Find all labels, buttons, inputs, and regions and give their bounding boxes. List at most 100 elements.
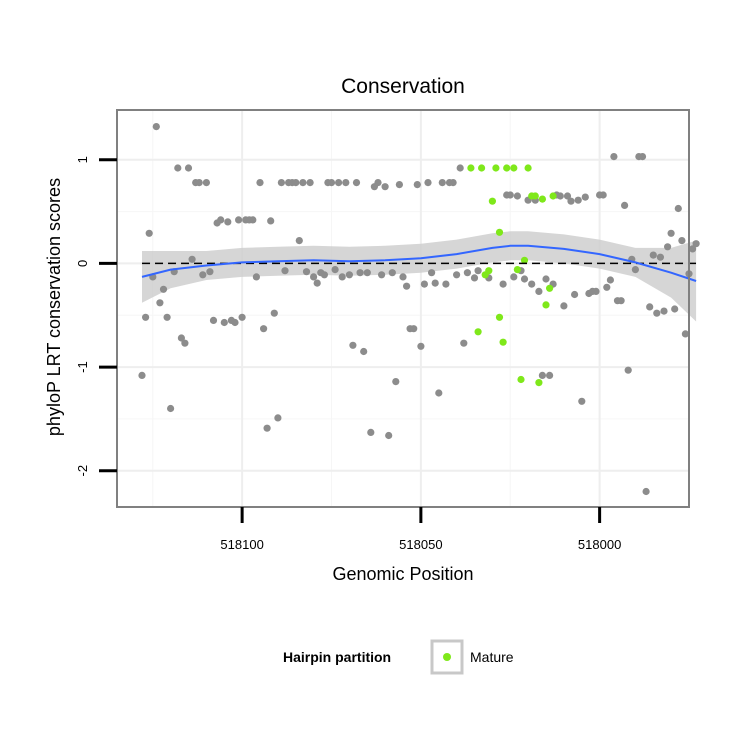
- chart-title: Conservation: [341, 75, 465, 98]
- data-point: [674, 204, 682, 213]
- smooth-confidence-band: [142, 231, 697, 322]
- data-point-mature: [524, 164, 532, 172]
- data-point: [520, 275, 529, 283]
- data-point: [653, 309, 661, 317]
- data-point: [646, 303, 654, 311]
- data-point: [567, 197, 575, 205]
- data-point: [678, 237, 686, 245]
- data-point: [320, 271, 328, 279]
- data-point-mature: [538, 195, 547, 203]
- data-point: [159, 285, 168, 293]
- data-point: [331, 266, 339, 274]
- x-tick-label: 518000: [578, 537, 621, 552]
- data-point: [631, 266, 640, 274]
- data-point: [167, 404, 175, 413]
- data-point: [463, 269, 471, 277]
- data-point: [563, 192, 572, 200]
- data-point: [299, 179, 307, 187]
- data-point: [499, 280, 507, 288]
- data-point-mature: [478, 164, 486, 172]
- data-point: [689, 245, 697, 253]
- data-point-mature: [485, 267, 493, 275]
- legend-symbol-mature: [443, 653, 451, 661]
- data-point: [428, 269, 436, 277]
- data-point: [603, 283, 611, 291]
- data-point: [156, 299, 164, 307]
- data-point: [592, 287, 600, 295]
- data-point: [281, 267, 289, 275]
- data-point: [174, 164, 182, 172]
- data-point-mature: [474, 328, 482, 336]
- data-point: [252, 273, 260, 281]
- data-point: [292, 179, 300, 187]
- data-point: [574, 196, 582, 204]
- data-point: [356, 269, 364, 277]
- data-point: [470, 274, 479, 282]
- data-point: [217, 216, 225, 224]
- data-point: [249, 216, 257, 224]
- data-point: [360, 347, 368, 356]
- x-tick-label: 518050: [399, 537, 442, 552]
- data-point: [267, 217, 275, 225]
- data-point: [145, 229, 153, 237]
- data-point: [392, 378, 400, 386]
- data-point: [327, 179, 336, 187]
- data-point: [238, 313, 246, 321]
- data-point: [306, 179, 314, 187]
- data-point: [260, 325, 268, 333]
- data-point: [692, 240, 700, 248]
- data-point: [224, 218, 232, 226]
- data-point: [363, 269, 371, 277]
- plot-panel: [117, 110, 689, 507]
- data-point: [671, 305, 679, 313]
- data-point: [560, 302, 568, 310]
- legend: Hairpin partition Mature: [283, 639, 514, 675]
- data-point: [310, 273, 318, 281]
- data-point: [417, 342, 425, 350]
- data-point: [295, 237, 303, 245]
- data-point: [388, 269, 396, 277]
- data-point: [277, 179, 285, 187]
- data-point-mature: [467, 164, 475, 172]
- data-point: [599, 191, 607, 199]
- data-point: [410, 325, 418, 333]
- plot-border: [116, 109, 690, 508]
- data-point: [442, 280, 450, 288]
- data-point-mature: [517, 375, 525, 384]
- data-point: [449, 179, 457, 187]
- data-point-mature: [503, 164, 511, 172]
- data-point: [460, 339, 468, 347]
- data-point: [438, 179, 446, 187]
- data-point: [181, 339, 189, 347]
- data-point: [617, 297, 625, 305]
- data-point-mature: [499, 338, 507, 346]
- data-point-mature: [542, 301, 550, 309]
- data-point: [385, 431, 393, 440]
- data-point: [581, 193, 589, 201]
- data-point: [374, 179, 382, 187]
- data-point: [184, 164, 193, 172]
- y-tick-label: 0: [75, 260, 90, 267]
- data-point: [352, 179, 361, 187]
- data-point: [349, 341, 357, 349]
- data-point: [660, 307, 668, 315]
- data-point-mature: [520, 256, 529, 264]
- data-point: [142, 313, 150, 321]
- data-point: [420, 280, 428, 288]
- y-tick-label: -2: [75, 465, 90, 477]
- data-point: [209, 316, 218, 324]
- data-point: [642, 487, 650, 496]
- data-point: [556, 192, 564, 200]
- data-point: [535, 287, 543, 295]
- legend-title: Hairpin partition: [283, 649, 391, 665]
- data-point: [546, 371, 554, 379]
- data-point: [152, 123, 160, 131]
- data-point: [453, 271, 461, 279]
- data-point: [199, 271, 207, 279]
- data-point: [542, 275, 550, 283]
- data-point: [378, 271, 386, 279]
- data-point: [231, 318, 239, 327]
- data-point-mature: [535, 379, 543, 387]
- data-point: [681, 330, 690, 338]
- data-point-mature: [549, 192, 557, 200]
